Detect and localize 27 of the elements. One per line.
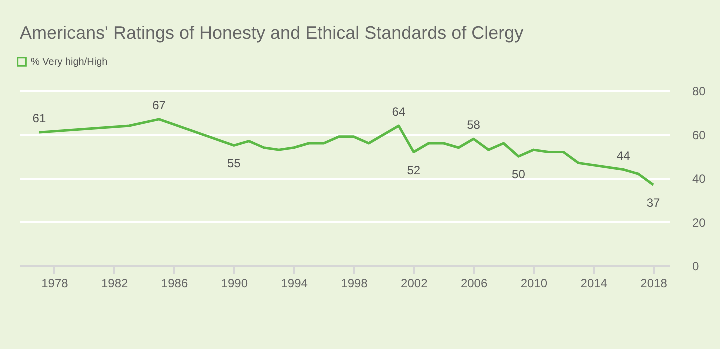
y-tick-label: 80 bbox=[692, 84, 706, 98]
x-tick-label: 1982 bbox=[102, 276, 129, 290]
y-tick-label: 0 bbox=[692, 260, 700, 274]
data-label: 44 bbox=[616, 148, 631, 163]
data-label: 61 bbox=[32, 112, 46, 126]
x-tick-label: 1978 bbox=[42, 276, 69, 290]
chart-title: Americans' Ratings of Honesty and Ethical Standards of Clergy bbox=[20, 23, 524, 43]
x-tick-label: 2010 bbox=[520, 276, 548, 290]
data-label: 37 bbox=[646, 196, 661, 210]
y-tick-label: 60 bbox=[692, 128, 706, 142]
data-label: 67 bbox=[152, 98, 166, 112]
x-tick-label: 1994 bbox=[281, 276, 308, 290]
x-tick-label: 1998 bbox=[341, 276, 368, 290]
x-tick-label: 2018 bbox=[640, 276, 668, 290]
x-tick-label: 2006 bbox=[460, 276, 488, 290]
x-tick-label: 1986 bbox=[161, 276, 188, 290]
data-label: 50 bbox=[512, 168, 526, 182]
x-tick-label: 2002 bbox=[401, 276, 428, 290]
data-label: 64 bbox=[392, 105, 406, 119]
data-label: 52 bbox=[407, 163, 421, 178]
data-label: 55 bbox=[227, 156, 242, 171]
y-tick-label: 20 bbox=[692, 216, 706, 230]
x-tick-label: 2014 bbox=[580, 276, 608, 290]
data-label: 58 bbox=[467, 118, 481, 132]
x-tick-label: 1990 bbox=[221, 276, 248, 290]
legend-label: % Very high/High bbox=[31, 57, 108, 68]
y-tick-label: 40 bbox=[692, 172, 706, 186]
